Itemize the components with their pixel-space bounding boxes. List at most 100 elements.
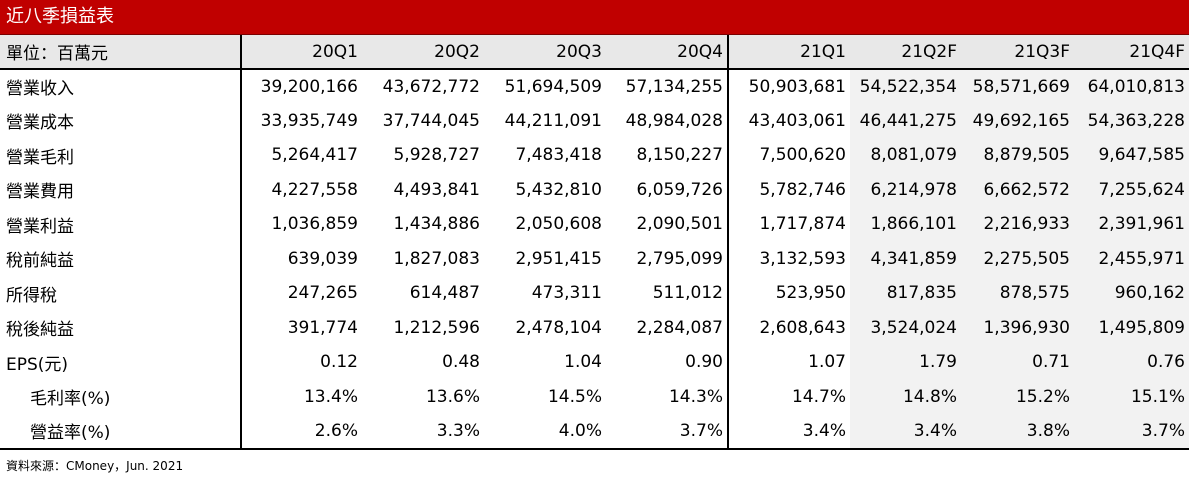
table-cell: 1,827,083 (393, 248, 480, 269)
table-cell: 8,879,505 (961, 138, 1074, 173)
title-bar: 近八季損益表 (0, 0, 1189, 35)
table-row: 稅後純益 391,774 1,212,596 2,478,104 2,284,087 2,… (0, 310, 1189, 345)
table-cell: 817,835 (850, 276, 961, 311)
row-label: 營益率(%) (0, 414, 241, 450)
table-cell: 64,010,813 (1074, 69, 1189, 104)
table-cell: 51,694,509 (504, 76, 602, 97)
table-cell: 3.7% (606, 414, 728, 450)
table-cell: 6,059,726 (636, 179, 723, 200)
column-header: 20Q2 (362, 35, 484, 70)
table-cell: 13.6% (425, 386, 480, 407)
table-cell: 1,866,101 (850, 207, 961, 242)
table-cell: 7,483,418 (515, 145, 602, 166)
table-title: 近八季損益表 (6, 6, 114, 27)
column-header: 21Q3F (961, 35, 1074, 70)
table-cell: 1,212,596 (393, 317, 480, 338)
table-cell: 54,522,354 (850, 69, 961, 104)
table-cell: 5,432,810 (515, 179, 602, 200)
column-header: 21Q4F (1074, 35, 1189, 70)
table-row: 所得稅 247,265 614,487 473,311 511,012 523,950 81… (0, 276, 1189, 311)
table-cell: 523,950 (727, 276, 850, 311)
header-row: 單位：百萬元 20Q1 20Q2 20Q3 20Q4 21Q1 21Q2F 21Q3F 21Q4… (0, 35, 1189, 70)
table-cell: 4,227,558 (240, 172, 362, 207)
table-row: 營益率(%) 2.6% 3.3% 4.0% 3.7% 3.4% 3.4% 3.8% 3.7% (0, 414, 1189, 450)
table-cell: 13.4% (240, 379, 362, 414)
table-cell: 2,090,501 (636, 214, 723, 235)
table-cell: 960,162 (1074, 276, 1189, 311)
table-cell: 15.2% (961, 379, 1074, 414)
table-cell: 5,928,727 (393, 145, 480, 166)
table-cell: 2,478,104 (515, 317, 602, 338)
column-header: 21Q2F (850, 35, 961, 70)
table-cell: 639,039 (240, 241, 362, 276)
table-cell: 1.79 (850, 345, 961, 380)
row-label: 營業收入 (6, 79, 74, 100)
table-cell: 43,403,061 (727, 103, 850, 138)
unit-label: 單位：百萬元 (0, 35, 241, 70)
table-row: 毛利率(%) 13.4% 13.6% 14.5% 14.3% 14.7% 14.8% 15.2… (0, 379, 1189, 414)
table-cell: 49,692,165 (961, 103, 1074, 138)
table-cell: 614,487 (409, 283, 480, 304)
table-cell: 3,524,024 (850, 310, 961, 345)
table-cell: 0.48 (442, 352, 480, 373)
table-cell: 511,012 (652, 283, 723, 304)
table-cell: 2,455,971 (1074, 241, 1189, 276)
table-cell: 9,647,585 (1074, 138, 1189, 173)
column-header: 20Q1 (240, 35, 362, 70)
table-cell: 15.1% (1074, 379, 1189, 414)
table-cell: 58,571,669 (961, 69, 1074, 104)
table-cell: 2,050,608 (515, 214, 602, 235)
table-cell: 2.6% (240, 414, 362, 450)
table-cell: 5,782,746 (727, 172, 850, 207)
table-cell: 14.7% (727, 379, 850, 414)
table-cell: 2,608,643 (727, 310, 850, 345)
table-cell: 1,495,809 (1074, 310, 1189, 345)
table-cell: 5,264,417 (240, 138, 362, 173)
table-cell: 2,795,099 (636, 248, 723, 269)
table-cell: 7,255,624 (1074, 172, 1189, 207)
column-header: 20Q3 (484, 35, 606, 70)
table-cell: 43,672,772 (382, 76, 480, 97)
row-label: 稅後純益 (6, 320, 74, 341)
table-cell: 1.07 (727, 345, 850, 380)
table-cell: 48,984,028 (625, 110, 723, 131)
table-cell: 878,575 (961, 276, 1074, 311)
table-cell: 1,717,874 (727, 207, 850, 242)
table-cell: 247,265 (240, 276, 362, 311)
income-statement-table: 單位：百萬元 20Q1 20Q2 20Q3 20Q4 21Q1 21Q2F 21Q3F 21Q4… (0, 35, 1189, 450)
table-cell: 39,200,166 (240, 69, 362, 104)
table-cell: 4.0% (484, 414, 606, 450)
table-cell: 0.71 (961, 345, 1074, 380)
row-label: 營業利益 (6, 216, 74, 237)
table-cell: 14.5% (547, 386, 602, 407)
table-cell: 0.76 (1074, 345, 1189, 380)
table-cell: 473,311 (531, 283, 602, 304)
row-label: 營業成本 (6, 113, 74, 134)
table-cell: 2,391,961 (1074, 207, 1189, 242)
row-label: 所得稅 (6, 285, 57, 306)
table-row: EPS(元) 0.12 0.48 1.04 0.90 1.07 1.79 0.71 0.76 (0, 345, 1189, 380)
row-label: EPS(元) (6, 354, 69, 375)
table-cell: 7,500,620 (727, 138, 850, 173)
row-label: 營業毛利 (6, 147, 74, 168)
table-cell: 2,216,933 (961, 207, 1074, 242)
table-cell: 14.3% (668, 386, 723, 407)
table-cell: 3.3% (362, 414, 484, 450)
table-cell: 4,493,841 (393, 179, 480, 200)
table-cell: 50,903,681 (727, 69, 850, 104)
table-cell: 2,284,087 (636, 317, 723, 338)
table-cell: 3.4% (850, 414, 961, 450)
table-cell: 1,396,930 (961, 310, 1074, 345)
table-cell: 44,211,091 (504, 110, 602, 131)
table-cell: 3.8% (961, 414, 1074, 450)
table-row: 營業毛利 5,264,417 5,928,727 7,483,418 8,150,227… (0, 138, 1189, 173)
row-label: 毛利率(%) (30, 389, 111, 410)
table-cell: 33,935,749 (240, 103, 362, 138)
table-cell: 3,132,593 (727, 241, 850, 276)
table-cell: 3.4% (727, 414, 850, 450)
table-row: 營業收入 39,200,166 43,672,772 51,694,509 57,134… (0, 69, 1189, 104)
source-note: 資料來源：CMoney，Jun. 2021 (6, 459, 184, 473)
table-row: 營業利益 1,036,859 1,434,886 2,050,608 2,090,501… (0, 207, 1189, 242)
table-cell: 57,134,255 (625, 76, 723, 97)
table-cell: 2,275,505 (961, 241, 1074, 276)
